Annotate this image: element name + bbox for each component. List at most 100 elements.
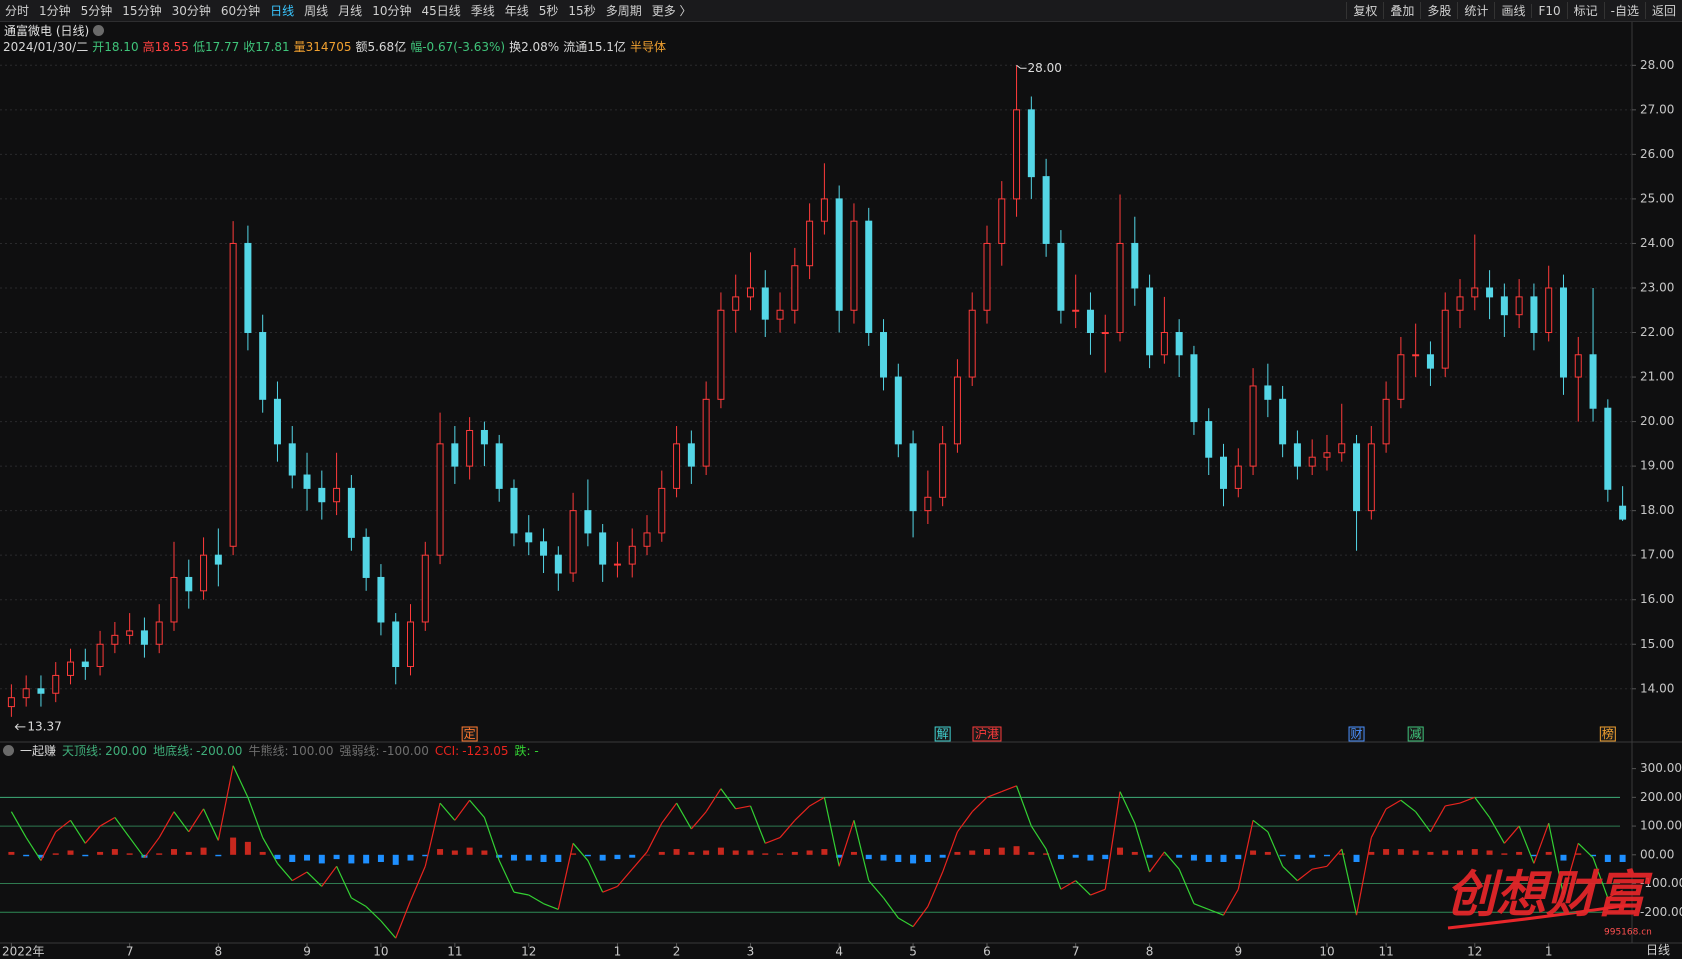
legend-value: 200.00 [105,744,148,758]
cci-segment [868,880,884,899]
indicator-icon[interactable] [3,745,14,756]
legend-value: 100.00 [291,744,334,758]
cci-segment [1489,817,1505,844]
event-text: 榜 [1602,726,1614,741]
period-tab[interactable]: 分时 [5,4,30,18]
y-tick-label: 15.00 [1640,637,1674,651]
histogram-bar [762,853,769,855]
x-tick-label: 12 [1467,945,1482,959]
candle-body [643,532,651,547]
legend-name: 强弱线: [339,744,380,758]
histogram-bar [1516,851,1523,855]
histogram-bar [185,851,192,855]
histogram-bar [1501,853,1508,855]
y-tick-label: 18.00 [1640,503,1674,517]
period-tab[interactable]: 日线 [270,4,295,18]
histogram-bar [422,854,429,857]
candle-body [525,532,533,543]
candle-body [924,496,932,512]
histogram-bar [806,850,813,855]
candle-body [1175,332,1183,356]
indicator-title[interactable]: 一起赚 [20,744,57,758]
cci-segment [262,837,278,864]
histogram-bar [1560,854,1567,861]
cci-segment [1222,888,1239,916]
y-tick-label: 00.00 [1640,847,1674,861]
stock-title[interactable]: 通富微电 (日线) [4,24,90,38]
cci-segment [1060,880,1076,890]
x-tick-label: 1 [1545,945,1553,959]
event-text: 财 [1351,727,1363,741]
histogram-bar [1087,854,1094,861]
cci-segment [1577,842,1594,859]
cci-segment [1134,823,1151,873]
tool-button[interactable]: F10 [1531,3,1566,18]
candle-body [1530,296,1538,334]
cci-segment [1252,819,1269,833]
x-tick-label: 2 [673,945,681,959]
histogram-bar [1604,854,1611,862]
candle-body [466,429,474,467]
candle-body [1323,452,1331,458]
x-tick-label: 10 [1319,945,1334,959]
tool-button[interactable]: 统计 [1457,2,1494,19]
extreme-label: 13.37 [27,719,61,733]
candle-body [259,332,267,400]
candle-body [67,661,75,676]
period-tab[interactable]: 5分钟 [80,4,113,18]
period-tab[interactable]: 更多 〉 [651,4,692,18]
period-tab[interactable]: 10分钟 [372,4,412,18]
tool-button[interactable]: -自选 [1603,2,1645,19]
candle-body [894,376,902,445]
histogram-bar [717,847,724,855]
histogram-bar [170,849,177,855]
period-tab[interactable]: 月线 [338,4,363,18]
tool-button[interactable]: 画线 [1494,2,1531,19]
y-tick-label: 22.00 [1640,325,1674,339]
histogram-bar [1235,854,1242,860]
period-tab[interactable]: 15分钟 [122,4,162,18]
histogram-bar [969,850,976,855]
histogram-bar [1190,854,1197,861]
y-tick-label: 26.00 [1640,147,1674,161]
cci-segment [1282,865,1298,882]
period-tab[interactable]: 5秒 [538,4,559,18]
tool-button[interactable]: 多股 [1420,2,1457,19]
candle-body [1101,332,1109,335]
tool-button[interactable]: 叠加 [1383,2,1420,19]
tool-button[interactable]: 标记 [1566,2,1604,19]
histogram-bar [111,849,118,855]
histogram-bar [200,847,207,855]
period-tab[interactable]: 60分钟 [220,4,261,18]
candle-body [658,487,666,534]
period-tab[interactable]: 15秒 [568,4,596,18]
candle-body [820,198,828,222]
period-tab[interactable]: 年线 [504,4,529,18]
x-tick-label: 8 [1146,945,1154,959]
y-tick-label: 17.00 [1640,548,1674,562]
candle-body [1042,176,1050,244]
period-tab[interactable]: 多周期 [605,4,642,18]
period-tab[interactable]: 季线 [470,4,495,18]
period-tab[interactable]: 30分钟 [171,4,211,18]
tool-button[interactable]: 返回 [1644,2,1682,19]
candle-body [347,487,355,538]
cci-segment [336,866,352,899]
candle-body [569,510,577,574]
y-tick-label: 28.00 [1640,58,1674,72]
candle-body [1190,354,1198,423]
histogram-bar [1397,849,1404,855]
period-tab[interactable]: 45日线 [421,4,461,18]
tool-button[interactable]: 复权 [1346,2,1383,19]
histogram-bar [215,854,222,857]
title-icon[interactable] [93,25,105,36]
period-tab[interactable]: 周线 [304,4,329,18]
event-text: 解 [937,727,949,741]
histogram-bar [1176,854,1183,858]
x-tick-label: 2022年 [2,945,45,959]
period-tab[interactable]: 1分钟 [39,4,71,18]
cci-segment [99,816,116,827]
cci-segment [291,871,308,882]
candle-body [1013,109,1021,200]
